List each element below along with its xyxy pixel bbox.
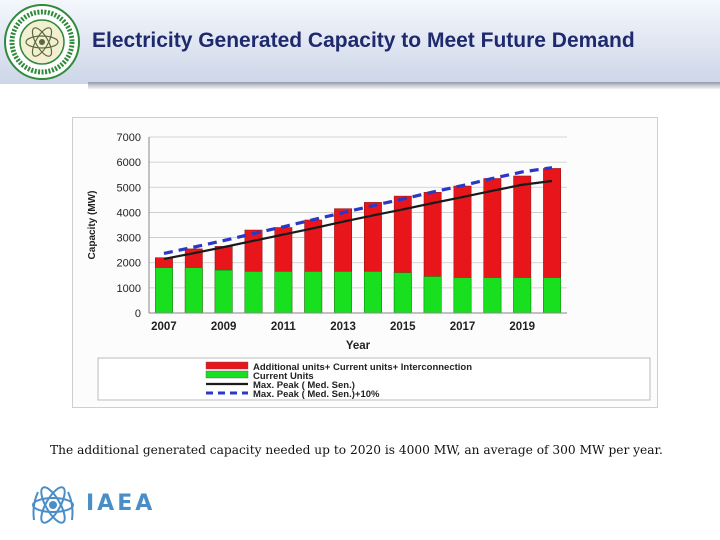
- bar-current-2010: [244, 271, 263, 314]
- x-axis-title: Year: [346, 340, 371, 352]
- line-max-peak-plus10: [163, 166, 553, 255]
- y-tick-label: 0: [135, 308, 141, 320]
- footer-org-name: IAEA: [86, 491, 156, 516]
- bar-current-2016: [423, 276, 442, 314]
- bar-current-2011: [274, 271, 293, 314]
- legend-label-1: Current Units: [253, 371, 314, 382]
- chart-frame: 0 1000 2000 3000 4000 5000 6000 7000 2007 2009 201…: [72, 117, 658, 408]
- legend-label-2: Max. Peak ( Med. Sen.): [253, 380, 355, 391]
- bar-current-2017: [453, 277, 472, 314]
- x-tick-label: 2019: [509, 321, 535, 333]
- bar-current-2015: [393, 272, 412, 314]
- iaea-emblem-icon: [32, 486, 74, 524]
- capacity-chart: 0 1000 2000 3000 4000 5000 6000 7000 2007 2009 201…: [73, 118, 657, 407]
- bar-current-2007: [155, 267, 173, 314]
- y-tick-label: 5000: [117, 182, 141, 194]
- organization-seal-logo: [4, 4, 80, 80]
- legend-label-3: Max. Peak ( Med. Sen.)+10%: [253, 389, 380, 400]
- header-shadow: [88, 82, 720, 90]
- bar-current-2013: [334, 271, 352, 314]
- bar-current-2012: [304, 271, 323, 314]
- y-axis-title: Capacity (MW): [87, 191, 98, 260]
- bar-current-2018: [483, 277, 502, 314]
- bar-current-2020: [543, 277, 561, 314]
- x-tick-label: 2013: [330, 321, 356, 333]
- legend-label-0: Additional units+ Current units+ Interco…: [253, 362, 472, 373]
- y-tick-label: 6000: [117, 157, 141, 169]
- x-tick-label: 2015: [390, 321, 416, 333]
- chart-caption: The additional generated capacity needed…: [50, 443, 663, 457]
- legend-box: [97, 357, 651, 401]
- x-tick-label: 2017: [450, 321, 476, 333]
- x-tick-label: 2009: [211, 321, 237, 333]
- y-tick-label: 7000: [117, 132, 141, 144]
- y-tick-label: 2000: [117, 258, 141, 270]
- x-tick-label: 2007: [151, 321, 177, 333]
- legend-swatch-0: [205, 361, 249, 370]
- bar-current-2009: [214, 270, 233, 314]
- bar-current-2008: [184, 267, 203, 314]
- bar-current-2019: [513, 277, 532, 314]
- bar-current-2014: [364, 271, 382, 314]
- y-tick-label: 4000: [117, 207, 141, 219]
- slide-header: [0, 0, 720, 84]
- legend-swatch-1: [205, 370, 249, 379]
- y-tick-label: 3000: [117, 233, 141, 245]
- x-tick-label: 2011: [271, 321, 297, 333]
- page-title: Electricity Generated Capacity to Meet F…: [92, 29, 635, 52]
- line-max-peak: [163, 179, 553, 261]
- y-tick-label: 1000: [117, 283, 141, 295]
